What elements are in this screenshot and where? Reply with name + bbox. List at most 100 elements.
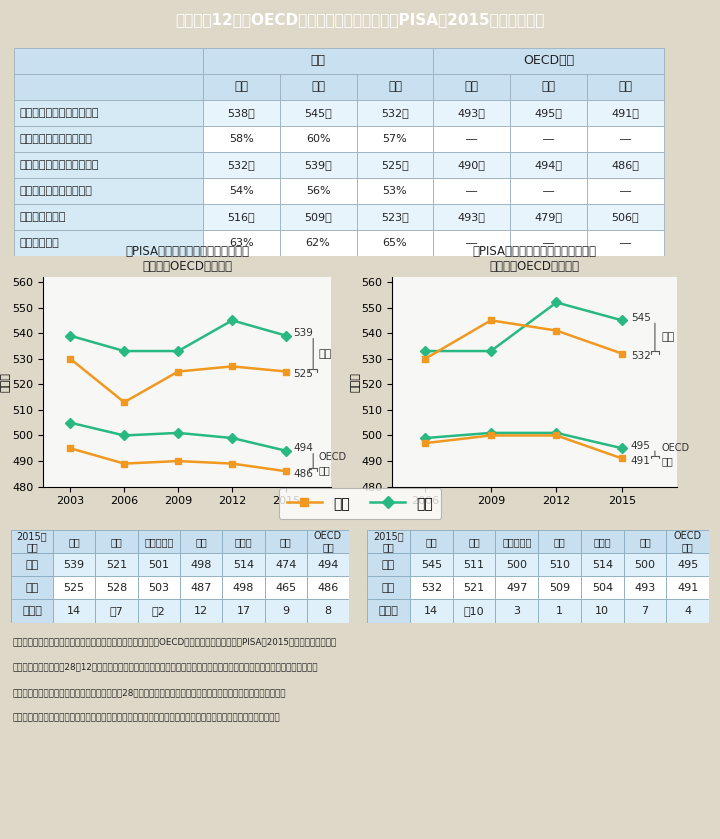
- Text: 7: 7: [642, 606, 649, 616]
- Text: 538点: 538点: [228, 108, 255, 117]
- Bar: [587, 204, 664, 230]
- Bar: [265, 576, 307, 599]
- Text: ﾉﾙｳｪｰ: ﾉﾙｳｪｰ: [502, 537, 531, 547]
- Text: 韓国: 韓国: [111, 537, 122, 547]
- Text: OECD
平均: OECD 平均: [314, 531, 342, 553]
- Text: 65%: 65%: [382, 238, 408, 248]
- Text: 数学的リテラシー正答率: 数学的リテラシー正答率: [20, 186, 93, 195]
- Bar: [53, 599, 95, 623]
- Text: ―: ―: [620, 134, 631, 143]
- Bar: [356, 74, 433, 100]
- Bar: [180, 576, 222, 599]
- Text: 525: 525: [63, 583, 85, 593]
- Bar: [587, 100, 664, 126]
- Text: 532: 532: [420, 583, 442, 593]
- Bar: [433, 204, 510, 230]
- Bar: [11, 530, 53, 554]
- Y-axis label: （点）: （点）: [350, 372, 360, 392]
- Bar: [587, 126, 664, 152]
- Text: 米国: 米国: [639, 537, 651, 547]
- Text: 数学的リテラシー平均得点: 数学的リテラシー平均得点: [20, 160, 99, 169]
- Bar: [667, 576, 709, 599]
- Bar: [453, 554, 495, 576]
- Bar: [307, 530, 349, 554]
- Bar: [307, 599, 349, 623]
- Text: 545: 545: [631, 313, 651, 323]
- Bar: [587, 178, 664, 204]
- Text: 12: 12: [194, 606, 208, 616]
- Bar: [410, 554, 453, 576]
- Text: 490点: 490点: [458, 160, 486, 169]
- Bar: [279, 74, 356, 100]
- Text: 545: 545: [420, 560, 442, 570]
- Text: 英国: 英国: [195, 537, 207, 547]
- Text: 494点: 494点: [534, 160, 562, 169]
- Text: 474: 474: [275, 560, 297, 570]
- Bar: [265, 530, 307, 554]
- Bar: [307, 554, 349, 576]
- Text: OECD平均: OECD平均: [523, 55, 574, 67]
- Text: 女性: 女性: [388, 81, 402, 93]
- Text: 539: 539: [294, 328, 313, 338]
- Bar: [138, 554, 180, 576]
- Bar: [539, 554, 581, 576]
- Bar: [14, 230, 203, 256]
- Text: －7: －7: [109, 606, 123, 616]
- Text: －2: －2: [152, 606, 166, 616]
- Bar: [581, 599, 624, 623]
- Bar: [410, 599, 453, 623]
- Bar: [510, 126, 587, 152]
- Bar: [53, 576, 95, 599]
- Text: ―: ―: [466, 186, 477, 195]
- Bar: [203, 48, 433, 74]
- Bar: [356, 204, 433, 230]
- Bar: [95, 599, 138, 623]
- Bar: [453, 576, 495, 599]
- Text: 491: 491: [678, 583, 698, 593]
- Text: 53%: 53%: [382, 186, 408, 195]
- Text: 500: 500: [634, 560, 656, 570]
- Text: 14: 14: [67, 606, 81, 616]
- Text: 523点: 523点: [381, 212, 409, 221]
- Text: 男子: 男子: [382, 560, 395, 570]
- Text: 510: 510: [549, 560, 570, 570]
- Bar: [495, 599, 539, 623]
- Bar: [279, 100, 356, 126]
- Bar: [433, 48, 664, 74]
- Bar: [11, 599, 53, 623]
- Bar: [138, 599, 180, 623]
- Bar: [95, 554, 138, 576]
- Text: 479点: 479点: [534, 212, 562, 221]
- Text: 全体: 全体: [464, 81, 479, 93]
- Bar: [581, 576, 624, 599]
- Text: 英国: 英国: [554, 537, 565, 547]
- Text: 女性: 女性: [618, 81, 632, 93]
- Bar: [279, 152, 356, 178]
- Text: 3: 3: [513, 606, 521, 616]
- Bar: [539, 599, 581, 623]
- Text: 532点: 532点: [228, 160, 255, 169]
- Bar: [510, 100, 587, 126]
- Text: OECD
平均: OECD 平均: [674, 531, 702, 553]
- Bar: [14, 204, 203, 230]
- Bar: [265, 554, 307, 576]
- Text: 498: 498: [233, 583, 254, 593]
- Text: 493点: 493点: [458, 212, 486, 221]
- Text: 495: 495: [631, 440, 651, 451]
- Bar: [667, 530, 709, 554]
- Bar: [222, 530, 265, 554]
- Text: ―: ―: [543, 238, 554, 248]
- Bar: [624, 599, 667, 623]
- Bar: [265, 599, 307, 623]
- Bar: [367, 599, 410, 623]
- Bar: [433, 152, 510, 178]
- Text: 男性: 男性: [541, 81, 556, 93]
- Text: 56%: 56%: [306, 186, 330, 195]
- Bar: [203, 178, 279, 204]
- Text: 日本: 日本: [426, 537, 437, 547]
- Bar: [367, 576, 410, 599]
- Bar: [53, 554, 95, 576]
- Text: 1: 1: [556, 606, 563, 616]
- Text: 日本: 日本: [662, 332, 675, 342]
- Bar: [587, 230, 664, 256]
